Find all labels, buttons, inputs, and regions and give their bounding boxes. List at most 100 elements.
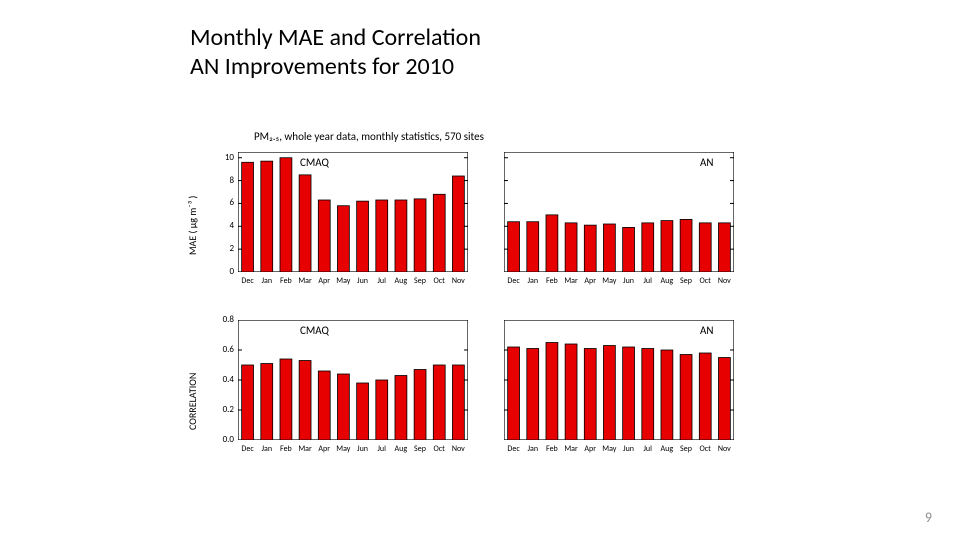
bar	[699, 353, 711, 440]
bar	[280, 158, 292, 272]
bar	[699, 223, 711, 272]
x-tick-label: Apr	[315, 444, 334, 454]
bar	[452, 365, 464, 440]
bar	[337, 374, 349, 440]
x-tick-label: Jul	[372, 276, 391, 286]
yaxis-label-bottom: CORRELATION	[186, 373, 199, 430]
x-tick-label: Sep	[676, 276, 695, 286]
y-tick-label: 10	[208, 152, 234, 163]
x-tick-label: Feb	[542, 444, 561, 454]
bar	[433, 365, 445, 440]
bar	[452, 176, 464, 272]
x-tick-label: Jul	[372, 444, 391, 454]
y-tick-label: 4	[208, 220, 234, 231]
x-tick-label: Nov	[715, 276, 734, 286]
x-tick-label: Jan	[257, 276, 276, 286]
bar	[318, 200, 330, 272]
x-tick-label: Jun	[619, 276, 638, 286]
x-tick-labels: DecJanFebMarAprMayJunJulAugSepOctNov	[504, 276, 734, 286]
bar	[680, 355, 692, 441]
y-tick-label: 2	[208, 243, 234, 254]
bar	[508, 222, 520, 272]
x-tick-label: Jan	[523, 276, 542, 286]
panel-label-an: AN	[700, 156, 713, 169]
x-tick-label: Nov	[715, 444, 734, 454]
x-tick-label: Nov	[449, 276, 468, 286]
bar	[546, 343, 558, 441]
title-line-2: AN Improvements for 2010	[190, 52, 454, 81]
y-tick-label: 6	[208, 197, 234, 208]
x-tick-label: Mar	[295, 444, 314, 454]
panel-mae-an: ANDecJanFebMarAprMayJunJulAugSepOctNov	[504, 152, 734, 272]
panel-corr-an: ANDecJanFebMarAprMayJunJulAugSepOctNov	[504, 320, 734, 440]
x-tick-label: May	[600, 444, 619, 454]
bar	[508, 347, 520, 440]
x-tick-labels: DecJanFebMarAprMayJunJulAugSepOctNov	[504, 444, 734, 454]
bar	[661, 221, 673, 272]
bar	[299, 175, 311, 272]
bar	[527, 349, 539, 441]
bar	[376, 380, 388, 440]
x-tick-label: Feb	[542, 276, 561, 286]
x-tick-label: Dec	[504, 276, 523, 286]
x-tick-label: Aug	[657, 444, 676, 454]
slide-title: Monthly MAE and Correlation AN Improveme…	[190, 24, 481, 82]
panel-mae-cmaq: CMAQDecJanFebMarAprMayJunJulAugSepOctNov…	[238, 152, 468, 272]
y-tick-label: 0.0	[208, 434, 234, 445]
x-tick-label: Dec	[504, 444, 523, 454]
x-tick-label: Dec	[238, 444, 257, 454]
x-tick-label: Dec	[238, 276, 257, 286]
chart-svg	[504, 320, 734, 440]
bar	[395, 376, 407, 441]
bar	[261, 364, 273, 441]
x-tick-labels: DecJanFebMarAprMayJunJulAugSepOctNov	[238, 276, 468, 286]
bar	[565, 344, 577, 440]
title-line-1: Monthly MAE and Correlation	[190, 23, 481, 52]
y-tick-label: 0	[208, 266, 234, 277]
x-tick-label: Jun	[619, 444, 638, 454]
x-tick-label: Jan	[257, 444, 276, 454]
yaxis-label-top: MAE ( µg m⁻³ )	[186, 196, 199, 255]
bar	[603, 224, 615, 272]
bar	[376, 200, 388, 272]
x-tick-label: Aug	[391, 276, 410, 286]
bar	[718, 358, 730, 441]
bar	[414, 199, 426, 272]
x-tick-label: Mar	[295, 276, 314, 286]
x-tick-label: Jun	[353, 444, 372, 454]
bar	[280, 359, 292, 440]
bar	[433, 194, 445, 272]
bar	[603, 346, 615, 441]
bar	[623, 347, 635, 440]
bar	[642, 223, 654, 272]
bar	[527, 222, 539, 272]
bar	[261, 161, 273, 272]
x-tick-label: Sep	[676, 444, 695, 454]
panel-corr-cmaq: CMAQDecJanFebMarAprMayJunJulAugSepOctNov…	[238, 320, 468, 440]
x-tick-label: Oct	[430, 444, 449, 454]
x-tick-label: Jul	[638, 444, 657, 454]
x-tick-label: Feb	[276, 276, 295, 286]
x-tick-label: May	[600, 276, 619, 286]
bar	[337, 206, 349, 272]
x-tick-label: Sep	[410, 276, 429, 286]
bar	[584, 349, 596, 441]
bar	[318, 371, 330, 440]
bar	[718, 223, 730, 272]
figure-area: PM₂.₅, whole year data, monthly statisti…	[178, 130, 746, 475]
bar	[661, 350, 673, 440]
x-tick-label: Aug	[657, 276, 676, 286]
bar	[242, 162, 254, 272]
x-tick-label: Oct	[696, 276, 715, 286]
x-tick-label: Mar	[561, 444, 580, 454]
bar	[357, 383, 369, 440]
bar	[623, 227, 635, 272]
bar	[357, 201, 369, 272]
figure-title: PM₂.₅, whole year data, monthly statisti…	[254, 130, 484, 143]
page-number: 9	[925, 509, 932, 526]
x-tick-label: Apr	[315, 276, 334, 286]
x-tick-label: Oct	[696, 444, 715, 454]
x-tick-label: Jun	[353, 276, 372, 286]
x-tick-label: Mar	[561, 276, 580, 286]
chart-svg	[238, 320, 468, 440]
